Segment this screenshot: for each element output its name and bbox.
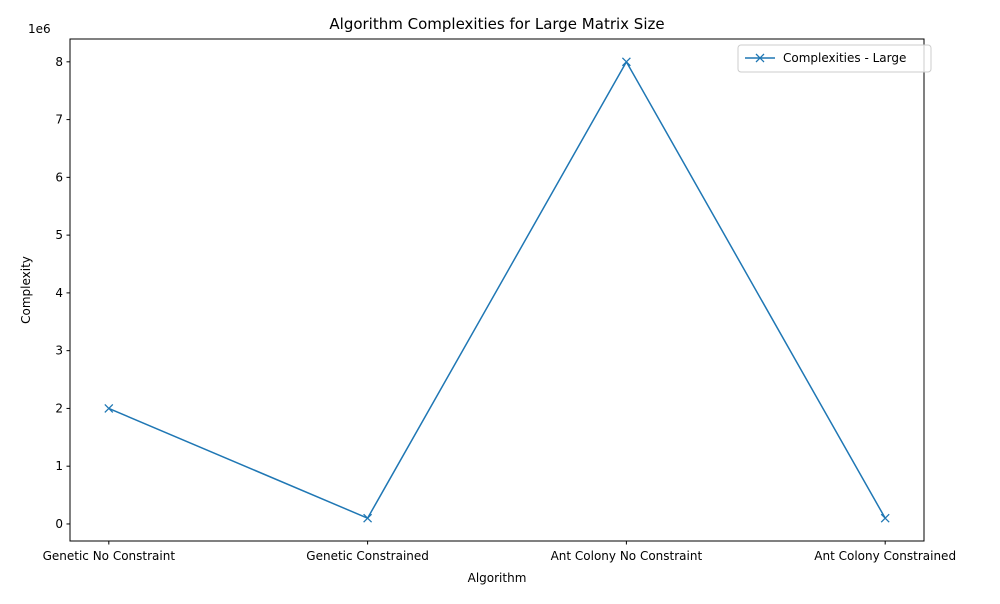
plot-frame [69, 38, 925, 542]
y-tick-label: 3 [55, 344, 63, 358]
y-tick-label: 7 [55, 113, 63, 127]
legend: Complexities - Large [737, 44, 932, 73]
x-axis-ticks: Genetic No Constraint Genetic Constrained… [43, 541, 956, 563]
x-tick-label: Genetic No Constraint [43, 549, 176, 563]
y-tick-label: 5 [55, 228, 63, 242]
y-tick-label: 1 [55, 459, 63, 473]
y-tick-label: 2 [55, 401, 63, 415]
legend-series-marker [755, 53, 765, 63]
y-tick-label: 0 [55, 517, 63, 531]
chart-title: Algorithm Complexities for Large Matrix … [329, 15, 664, 33]
legend-frame [737, 44, 932, 73]
y-axis-offset-text: 1e6 [28, 22, 51, 36]
data-point-marker [104, 403, 114, 413]
data-point-marker [621, 57, 631, 67]
x-tick-label: Ant Colony Constrained [814, 549, 956, 563]
x-tick-label: Genetic Constrained [306, 549, 429, 563]
series-layer [104, 57, 890, 523]
y-tick-label: 8 [55, 55, 63, 69]
series-line [108, 61, 886, 519]
legend-series-label: Complexities - Large [783, 51, 906, 65]
data-point-marker [880, 513, 890, 523]
y-axis-label: Complexity [19, 256, 33, 324]
y-tick-label: 6 [55, 170, 63, 184]
y-tick-label: 4 [55, 286, 63, 300]
y-axis-ticks: 0 1 2 3 4 5 6 7 8 [55, 55, 70, 531]
data-point-marker [363, 513, 373, 523]
x-tick-label: Ant Colony No Constraint [551, 549, 703, 563]
x-axis-label: Algorithm [468, 571, 527, 585]
